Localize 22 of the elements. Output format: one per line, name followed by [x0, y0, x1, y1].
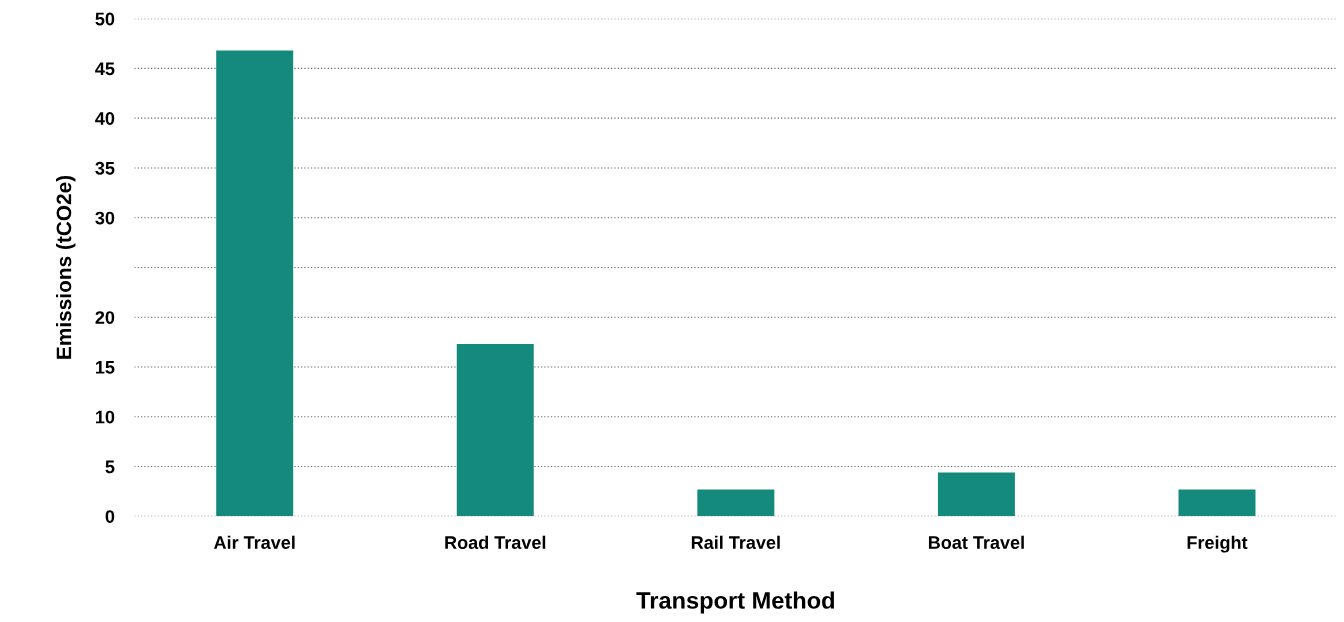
y-tick-label: 30 [95, 211, 115, 225]
y-tick-label: 35 [95, 161, 115, 175]
y-tick-label: 5 [105, 460, 115, 474]
bar [216, 50, 294, 517]
x-axis-title: Transport Method [636, 591, 834, 614]
y-tick-label: 15 [96, 361, 115, 374]
y-tick-label: 40 [95, 112, 115, 125]
x-tick-label: Road Travel [445, 535, 546, 549]
y-tick-label: 10 [96, 410, 115, 424]
y-tick-label: 50 [95, 12, 115, 26]
y-tick-label: 0 [105, 510, 115, 523]
x-tick-label: Boat Travel [928, 535, 1024, 549]
y-tick-label: 45 [95, 62, 115, 76]
x-tick-label: Air Travel [213, 535, 295, 549]
bar [456, 344, 534, 517]
bar [697, 489, 775, 517]
x-tick-label: Freight [1187, 535, 1248, 553]
bar [1178, 489, 1256, 517]
y-axis-title: Emissions (tCO2e) [56, 175, 76, 359]
x-tick-label: Rail Travel [691, 535, 780, 549]
bar [937, 472, 1015, 517]
y-tick-label: 20 [95, 311, 115, 324]
